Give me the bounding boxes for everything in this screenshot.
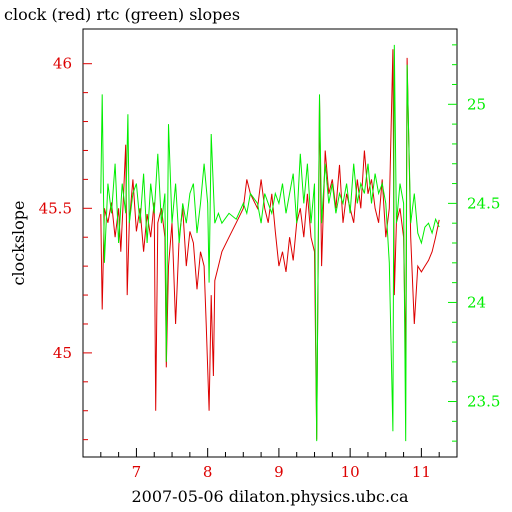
axis-layer: 7 8 9 10 11 45 45.5 46 23.5 24 24.5 25	[39, 44, 500, 481]
x-tick-label: 11	[412, 463, 431, 481]
x-tick-label: 8	[203, 463, 213, 481]
y-right-tick-label: 23.5	[467, 393, 500, 411]
y-right-tick-label: 25	[467, 95, 486, 113]
y-right-tick-label: 24.5	[467, 194, 500, 212]
x-tick-label: 7	[132, 463, 142, 481]
y-left-tick-label: 45	[53, 344, 72, 362]
x-tick-label: 10	[341, 463, 360, 481]
y-left-tick-label: 46	[53, 55, 72, 73]
y-right-tick-label: 24	[467, 293, 486, 311]
x-tick-label: 9	[274, 463, 284, 481]
chart-title: clock (red) rtc (green) slopes	[4, 5, 240, 24]
x-axis-title: 2007-05-06 dilaton.physics.ubc.ca	[131, 487, 409, 506]
y-axis-title: clockslope	[9, 200, 28, 285]
series-line-rtc	[100, 44, 440, 442]
series-layer	[100, 44, 440, 442]
y-left-tick-label: 45.5	[39, 199, 72, 217]
